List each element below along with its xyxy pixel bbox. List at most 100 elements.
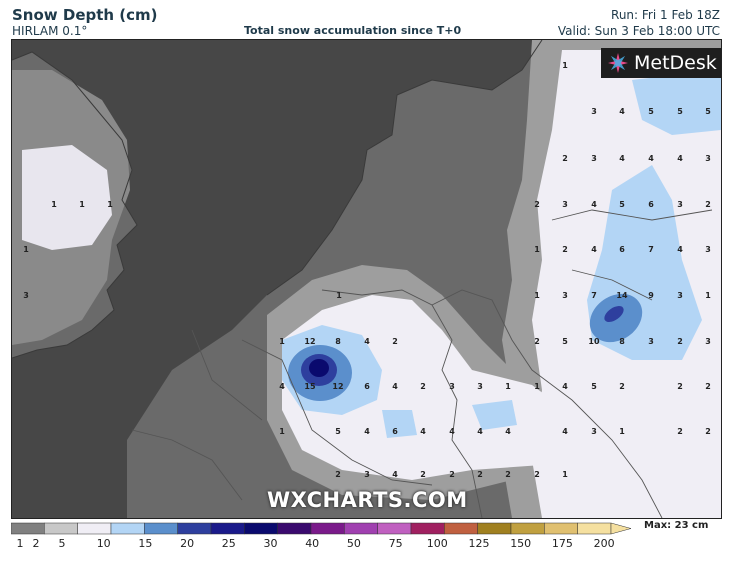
country-borders: [131, 209, 713, 518]
map-title: Snow Depth (cm): [12, 6, 158, 24]
metdesk-logo-text: MetDesk: [634, 52, 717, 74]
grid-value: 1: [279, 337, 285, 346]
grid-value: 3: [364, 470, 370, 479]
grid-value: 14: [616, 291, 628, 300]
grid-value: 2: [335, 470, 341, 479]
grid-value: 6: [392, 427, 398, 436]
grid-value: 5: [648, 107, 654, 116]
grid-value: 2: [677, 337, 683, 346]
legend-tick-label: 1: [16, 537, 24, 550]
snow-blue-center: [472, 400, 517, 430]
legend-tick-label: 150: [510, 537, 532, 550]
grid-value: 15: [304, 382, 316, 391]
legend-tick-label: 30: [263, 537, 278, 550]
legend-swatch: [77, 522, 112, 535]
grid-value: 5: [591, 382, 597, 391]
grid-value: 4: [364, 337, 370, 346]
grid-value: 5: [619, 200, 625, 209]
grid-value: 4: [648, 154, 654, 163]
grid-value: 4: [562, 382, 568, 391]
snow-dark-blue-east: [604, 306, 624, 322]
grid-value: 3: [562, 291, 568, 300]
east-low-grid-values: 2 2 2 2 1 2 2 2: [420, 427, 711, 479]
grid-value: 1: [705, 291, 711, 300]
grid-value: 3: [648, 337, 654, 346]
grid-value: 4: [619, 107, 625, 116]
legend-swatch: [244, 522, 278, 535]
grid-value: 4: [505, 427, 511, 436]
legend-tick-label: 75: [388, 537, 403, 550]
valid-time: Valid: Sun 3 Feb 18:00 UTC: [557, 24, 720, 38]
grid-value: 1: [336, 291, 342, 300]
legend-extend-arrow: [610, 522, 632, 535]
grid-value: 4: [420, 427, 426, 436]
snow-white-uk: [22, 145, 112, 250]
uk-grid-values: 1 1 1 1 3: [23, 200, 113, 300]
grid-value: 2: [449, 470, 455, 479]
snow-depth-map: 1 1 1 1 3 1 12 8 4 2 4 15 12 6 4 1 5 4 2…: [11, 39, 722, 519]
grid-value: 2: [562, 154, 568, 163]
legend-tick-label: 100: [426, 537, 448, 550]
grid-value: 5: [705, 107, 711, 116]
grid-value: 4: [562, 427, 568, 436]
legend-tick-label: 175: [551, 537, 573, 550]
legend-tick-label: 25: [221, 537, 236, 550]
grid-value: 7: [648, 245, 654, 254]
metdesk-star-icon: [608, 53, 628, 73]
grid-value: 3: [449, 382, 455, 391]
grid-value: 5: [335, 427, 341, 436]
legend-swatch: [110, 522, 145, 535]
legend-swatch: [577, 522, 612, 535]
legend-swatch: [44, 522, 78, 535]
legend-tick-label: 20: [180, 537, 195, 550]
grid-value: 1: [23, 245, 29, 254]
legend-swatch: [377, 522, 412, 535]
grid-value: 5: [562, 337, 568, 346]
grid-value: 4: [449, 427, 455, 436]
legend-swatch: [277, 522, 312, 535]
legend-tick-label: 200: [593, 537, 615, 550]
grid-value: 5: [677, 107, 683, 116]
grid-value: 4: [477, 427, 483, 436]
grid-value: 3: [705, 337, 711, 346]
grid-value: 2: [505, 470, 511, 479]
legend-tick-label: 10: [96, 537, 111, 550]
grid-value: 4: [677, 245, 683, 254]
grid-value: 4: [677, 154, 683, 163]
legend-tick-label: 50: [346, 537, 361, 550]
grid-value: 2: [420, 382, 426, 391]
grid-value: 2: [562, 245, 568, 254]
grid-value: 1: [51, 200, 57, 209]
grid-value: 3: [23, 291, 29, 300]
grid-value: 4: [591, 200, 597, 209]
legend-swatch: [410, 522, 445, 535]
grid-value: 3: [677, 200, 683, 209]
grid-value: 1: [619, 427, 625, 436]
metdesk-logo: MetDesk: [601, 48, 721, 78]
legend-swatch: [544, 522, 578, 535]
snow-blue-center2: [382, 410, 417, 438]
grid-value: 3: [591, 154, 597, 163]
grid-value: 8: [619, 337, 625, 346]
center-grid-values: 6 4 2 3 3 1 1 4 5 2 4 4 4 4 3 1 2 2: [392, 382, 711, 436]
grid-value: 2: [477, 470, 483, 479]
grid-value: 1: [79, 200, 85, 209]
grid-value: 6: [619, 245, 625, 254]
grid-value: 1: [534, 245, 540, 254]
grid-value: 1: [107, 200, 113, 209]
legend-tick-label: 15: [138, 537, 153, 550]
grid-value: 2: [619, 382, 625, 391]
grid-value: 3: [591, 107, 597, 116]
model-name: HIRLAM 0.1°: [12, 24, 88, 38]
grid-value: 2: [534, 470, 540, 479]
legend-swatch: [11, 522, 45, 535]
grid-value: 4: [392, 382, 398, 391]
map-canvas: 1 1 1 1 3 1 12 8 4 2 4 15 12 6 4 1 5 4 2…: [12, 40, 721, 518]
grid-value: 3: [477, 382, 483, 391]
grid-value: 3: [591, 427, 597, 436]
grid-value: 1: [562, 61, 568, 70]
legend-swatch: [177, 522, 212, 535]
legend-swatch: [444, 522, 478, 535]
west-grid-values: 1 12 8 4 2 4 15 12 6 4 1 5 4 2 3 4 1: [279, 291, 398, 479]
legend-tick-label: 5: [58, 537, 66, 550]
